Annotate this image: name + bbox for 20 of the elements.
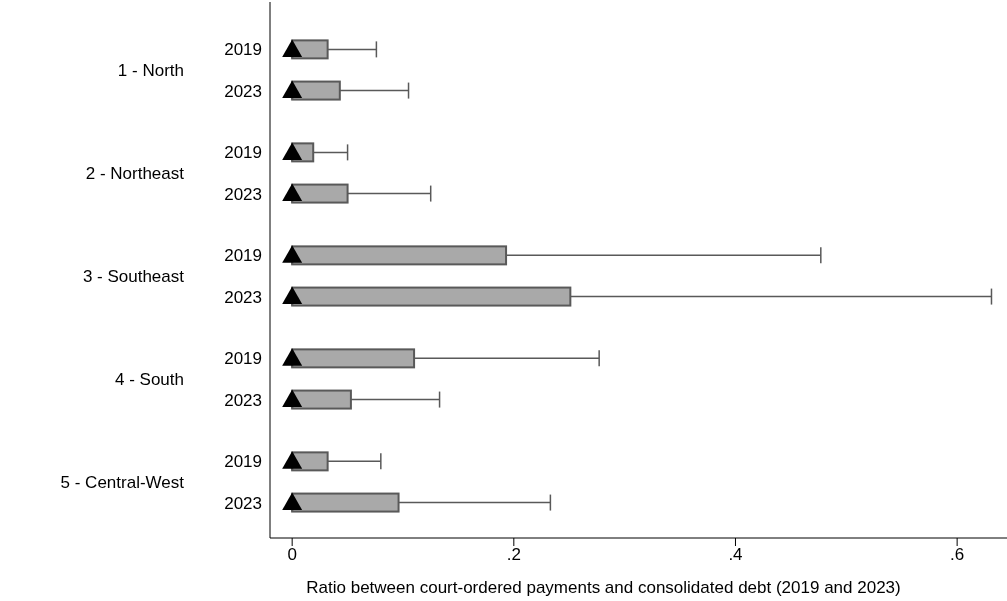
text: 2 - Northeast xyxy=(85,164,185,184)
x-tick-label: .6 xyxy=(950,545,965,565)
x-axis-title: Ratio between court-ordered payments and consolidated debt (2019 and 2023) xyxy=(306,578,901,597)
y-tick-label: 2023 xyxy=(224,81,262,101)
y-tick-label: 2023 xyxy=(224,184,262,204)
x-tick-label: .2 xyxy=(506,545,521,565)
y-tick-label: 2019 xyxy=(224,40,262,60)
x-tick-label: .4 xyxy=(728,545,743,565)
y-tick-label: 2023 xyxy=(224,287,262,307)
y-tick-label: 2019 xyxy=(224,349,262,369)
text: 5 - Central-West xyxy=(60,473,185,492)
y-tick-label: 2019 xyxy=(224,143,262,163)
y-tick-label: 2019 xyxy=(224,246,262,266)
x-tick-label: 0 xyxy=(287,545,297,565)
text: 1 - North xyxy=(117,61,184,81)
y-tick-label: 2019 xyxy=(224,452,262,472)
text: 3 - Southeast xyxy=(82,267,185,287)
y-tick-label: 2023 xyxy=(224,493,262,513)
y-tick-label: 2023 xyxy=(224,390,262,410)
text: 4 - South xyxy=(115,370,184,390)
